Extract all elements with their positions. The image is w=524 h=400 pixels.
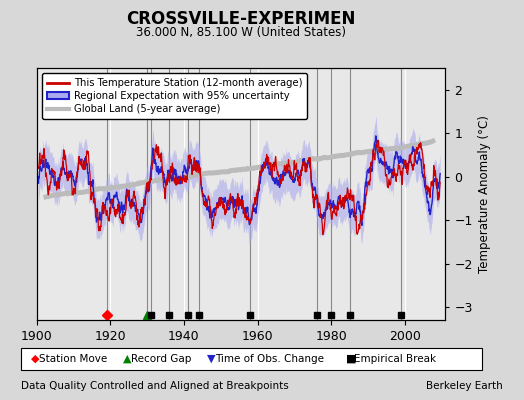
Text: Time of Obs. Change: Time of Obs. Change (215, 354, 324, 364)
Text: Data Quality Controlled and Aligned at Breakpoints: Data Quality Controlled and Aligned at B… (21, 381, 289, 391)
Text: ■: ■ (346, 354, 356, 364)
Text: 36.000 N, 85.100 W (United States): 36.000 N, 85.100 W (United States) (136, 26, 346, 39)
Y-axis label: Temperature Anomaly (°C): Temperature Anomaly (°C) (478, 115, 492, 273)
Text: ◆: ◆ (31, 354, 40, 364)
Text: Station Move: Station Move (39, 354, 107, 364)
Text: Record Gap: Record Gap (131, 354, 191, 364)
Text: Empirical Break: Empirical Break (354, 354, 436, 364)
Text: ▲: ▲ (123, 354, 132, 364)
Text: ▼: ▼ (207, 354, 215, 364)
Legend: This Temperature Station (12-month average), Regional Expectation with 95% uncer: This Temperature Station (12-month avera… (42, 73, 307, 119)
Text: CROSSVILLE-EXPERIMEN: CROSSVILLE-EXPERIMEN (126, 10, 356, 28)
Text: Berkeley Earth: Berkeley Earth (427, 381, 503, 391)
